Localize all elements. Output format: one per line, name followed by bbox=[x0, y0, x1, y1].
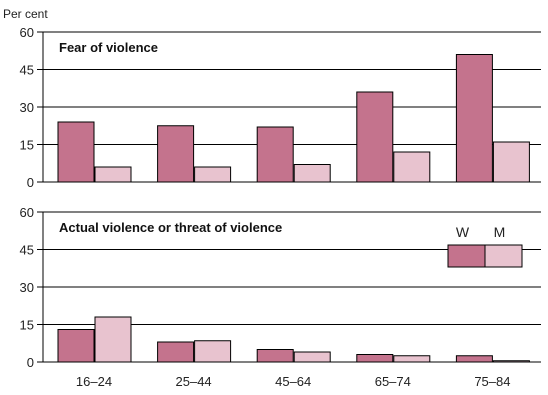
legend-label-m: M bbox=[494, 224, 506, 240]
bar-w-1 bbox=[57, 329, 95, 363]
legend-label-w: W bbox=[456, 224, 470, 240]
y-unit-label: Per cent bbox=[3, 7, 48, 21]
bar-m-4 bbox=[393, 355, 431, 363]
bar-w-3 bbox=[256, 126, 294, 183]
y-tick-label: 60 bbox=[20, 25, 34, 40]
panel-title-1: Fear of violence bbox=[59, 40, 158, 55]
y-tick-label: 45 bbox=[20, 63, 34, 78]
y-tick-label: 15 bbox=[20, 138, 34, 153]
panel-title-2: Actual violence or threat of violence bbox=[59, 220, 282, 235]
legend-swatch-m bbox=[484, 244, 523, 268]
bar-w-3 bbox=[256, 349, 294, 363]
bar-m-3 bbox=[293, 164, 331, 183]
bar-m-4 bbox=[393, 151, 431, 183]
legend-swatch-w bbox=[447, 244, 486, 268]
bar-w-1 bbox=[57, 121, 95, 183]
y-tick-label: 45 bbox=[20, 243, 34, 258]
bar-m-2 bbox=[194, 166, 232, 183]
panels: 0 15 30 45 60 Fear of violence 0 15 30 45 60 Actual… bbox=[20, 25, 541, 370]
bar-m-5 bbox=[492, 141, 530, 183]
bar-m-1 bbox=[94, 166, 132, 183]
bar-m-3 bbox=[293, 351, 331, 363]
panel-1: 0 15 30 45 60 Fear of violence bbox=[20, 25, 541, 190]
x-tick-label: 25–44 bbox=[176, 374, 212, 389]
bar-m-2 bbox=[194, 340, 232, 363]
x-tick-label: 65–74 bbox=[375, 374, 411, 389]
bar-w-5 bbox=[455, 54, 493, 183]
bar-m-1 bbox=[94, 316, 132, 363]
bar-w-4 bbox=[356, 91, 394, 183]
x-tick-label: 16–24 bbox=[76, 374, 112, 389]
y-tick-label: 0 bbox=[27, 175, 34, 190]
y-tick-label: 15 bbox=[20, 318, 34, 333]
panel-2: 0 15 30 45 60 Actual violence or threat of vi… bbox=[20, 205, 541, 370]
bar-w-5 bbox=[455, 355, 493, 363]
y-tick-label: 0 bbox=[27, 355, 34, 370]
x-tick-label: 45–64 bbox=[275, 374, 311, 389]
y-tick-label: 60 bbox=[20, 205, 34, 220]
bar-w-4 bbox=[356, 354, 394, 363]
bar-w-2 bbox=[157, 341, 195, 363]
x-tick-label: 75–84 bbox=[474, 374, 510, 389]
bar-m-5 bbox=[492, 360, 530, 363]
y-tick-label: 30 bbox=[20, 280, 34, 295]
category-labels: 16–24 25–44 45–64 65–74 75–84 bbox=[76, 374, 511, 389]
bar-w-2 bbox=[157, 125, 195, 183]
y-tick-label: 30 bbox=[20, 100, 34, 115]
